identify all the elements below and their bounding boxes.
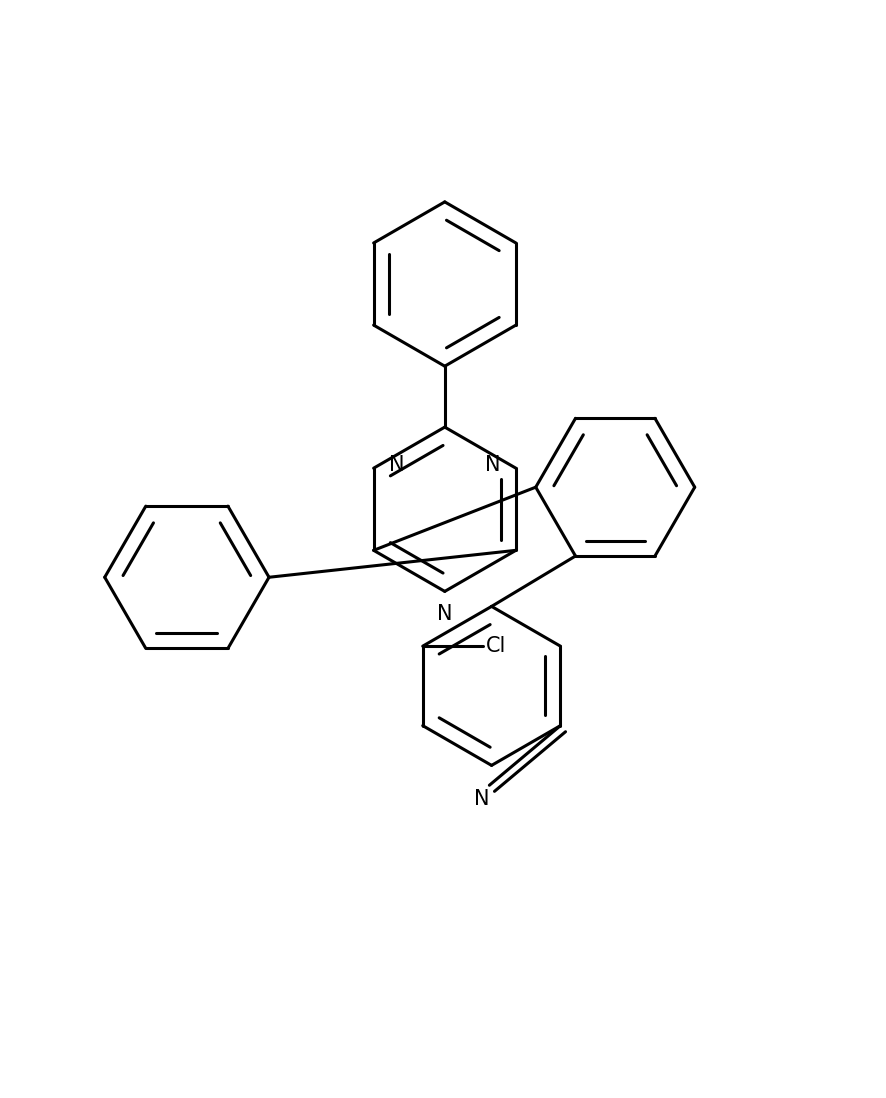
Text: N: N <box>389 455 404 474</box>
Text: Cl: Cl <box>486 636 507 657</box>
Text: N: N <box>473 789 489 809</box>
Text: N: N <box>486 455 501 474</box>
Text: N: N <box>437 604 453 625</box>
